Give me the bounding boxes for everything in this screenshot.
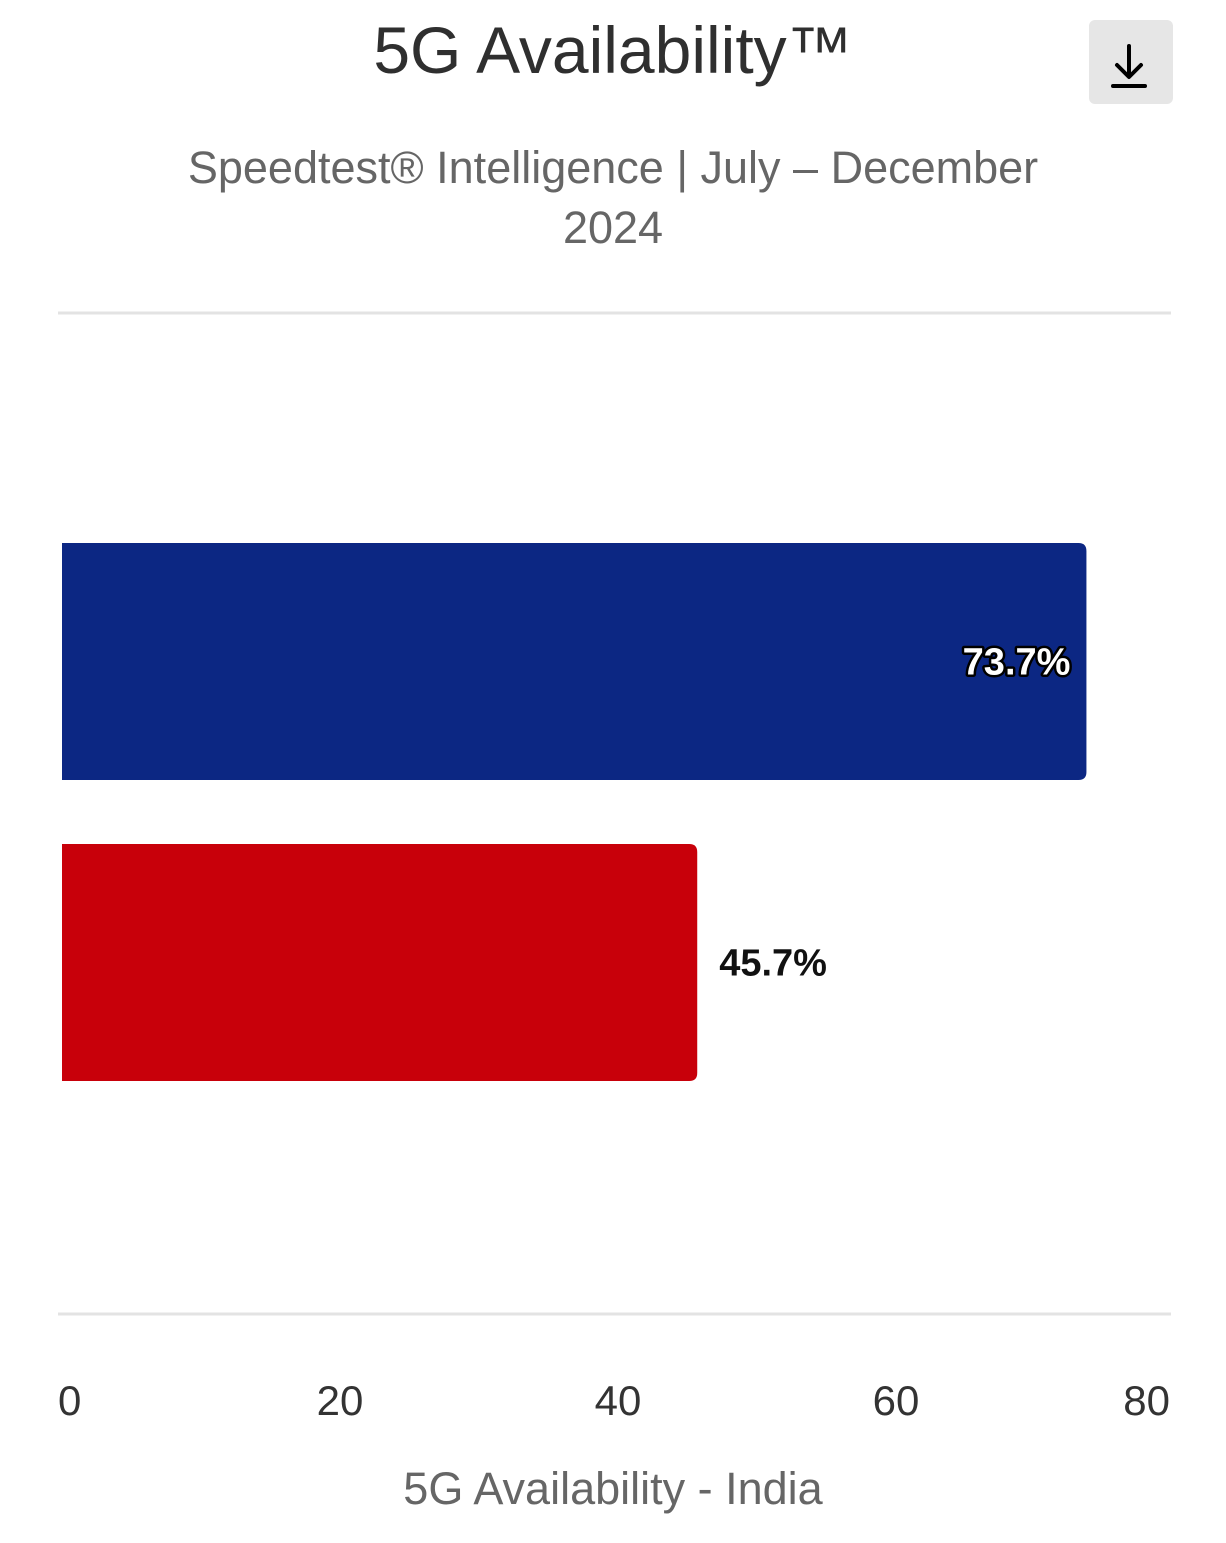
x-tick-label: 0 <box>58 1377 81 1424</box>
x-tick-label: 80 <box>1123 1377 1170 1424</box>
chart-title: 5G Availability™ <box>373 13 853 87</box>
x-tick-label: 20 <box>317 1377 364 1424</box>
data-label-2: 45.7% <box>719 943 827 985</box>
x-axis-title: 5G Availability - India <box>403 1463 823 1514</box>
download-icon <box>1111 44 1147 88</box>
x-tick-label: 40 <box>595 1377 642 1424</box>
chart-subtitle: Speedtest® Intelligence | July – Decembe… <box>187 142 1039 253</box>
bar-1 <box>62 543 1087 780</box>
x-tick-label: 60 <box>873 1377 920 1424</box>
data-label-1: 73.7% <box>963 642 1071 684</box>
bar-2 <box>62 844 698 1081</box>
download-button[interactable] <box>1089 20 1173 104</box>
